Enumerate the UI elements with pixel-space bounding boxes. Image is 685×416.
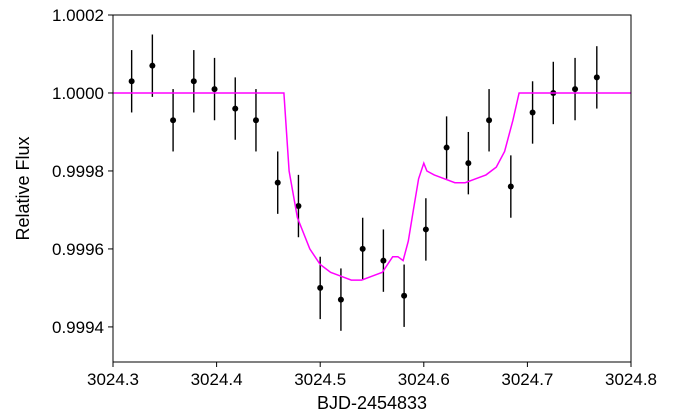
data-point	[128, 78, 135, 85]
y-tick-label: 1.0000	[52, 84, 104, 103]
data-point	[593, 74, 600, 81]
data-point	[507, 183, 514, 190]
y-tick-label: 0.9994	[52, 318, 104, 337]
data-point	[359, 245, 366, 252]
data-point	[422, 226, 429, 233]
data-point	[149, 62, 156, 69]
x-axis-ticks: 3024.3 3024.4 3024.5 3024.6 3024.7 3024.8	[87, 362, 657, 389]
data-point	[295, 203, 302, 210]
x-tick-label: 3024.8	[605, 370, 657, 389]
y-axis-ticks: 0.9994 0.9996 0.9998 1.0000 1.0002	[52, 6, 113, 337]
data-point	[486, 117, 493, 124]
data-point	[443, 144, 450, 151]
data-point	[232, 105, 239, 112]
data-points	[128, 34, 600, 331]
y-tick-label: 0.9998	[52, 162, 104, 181]
x-tick-label: 3024.4	[191, 370, 243, 389]
data-point	[317, 284, 324, 291]
data-point	[337, 296, 344, 303]
data-point	[170, 117, 177, 124]
y-tick-label: 1.0002	[52, 6, 104, 25]
data-point	[211, 86, 218, 93]
data-point	[252, 117, 259, 124]
x-tick-label: 3024.7	[501, 370, 553, 389]
data-point	[401, 292, 408, 299]
data-point	[274, 179, 281, 186]
model-curve	[113, 92, 631, 281]
x-tick-label: 3024.6	[398, 370, 450, 389]
data-point	[572, 86, 579, 93]
data-point	[529, 109, 536, 116]
x-tick-label: 3024.5	[294, 370, 346, 389]
axes-frame	[112, 14, 632, 363]
y-tick-label: 0.9996	[52, 240, 104, 259]
x-axis-label: BJD-2454833	[317, 393, 427, 413]
x-tick-label: 3024.3	[87, 370, 139, 389]
data-point	[190, 78, 197, 85]
data-point	[465, 160, 472, 167]
y-axis-label: Relative Flux	[13, 136, 33, 240]
data-point	[380, 257, 387, 264]
